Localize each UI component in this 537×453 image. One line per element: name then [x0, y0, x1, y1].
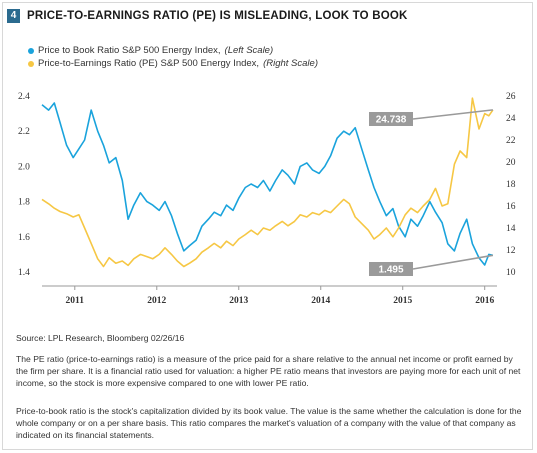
right-tick-label: 14	[506, 224, 516, 234]
chart-legend: Price to Book Ratio S&P 500 Energy Index…	[28, 44, 318, 70]
left-tick-label: 2.4	[18, 92, 30, 102]
x-tick-label: 2011	[66, 296, 85, 306]
annotation-label: 1.495	[378, 265, 403, 276]
x-tick-label: 2012	[147, 296, 166, 306]
x-tick-label: 2015	[393, 296, 412, 306]
right-tick-label: 12	[506, 246, 516, 256]
figure-frame	[2, 2, 533, 450]
legend-label-pe: Price-to-Earnings Ratio (PE) S&P 500 Ene…	[38, 58, 260, 69]
annotation-box	[369, 262, 413, 276]
legend-swatch-pe	[28, 60, 34, 67]
right-tick-label: 26	[506, 92, 516, 102]
legend-scale-pb: (Left Scale)	[224, 45, 274, 56]
legend-scale-pe: (Right Scale)	[263, 58, 318, 69]
left-tick-label: 2.0	[18, 162, 30, 172]
left-tick-label: 1.4	[18, 268, 30, 278]
annotation-box	[369, 112, 413, 126]
paragraph-pe-definition: The PE ratio (price-to-earnings ratio) i…	[16, 354, 521, 388]
x-tick-label: 2016	[475, 296, 494, 306]
chart-source: Source: LPL Research, Bloomberg 02/26/16	[16, 333, 185, 343]
series-line-price-to-book	[41, 102, 494, 266]
right-tick-label: 20	[506, 158, 516, 168]
figure-number: 4	[7, 9, 20, 23]
x-tick-label: 2013	[229, 296, 248, 306]
legend-item-pe: Price-to-Earnings Ratio (PE) S&P 500 Ene…	[28, 57, 318, 70]
right-tick-label: 24	[506, 114, 516, 124]
paragraph-pb-definition: Price-to-book ratio is the stock's capit…	[16, 406, 522, 440]
left-tick-label: 1.8	[18, 198, 30, 208]
annotation-leader	[412, 109, 493, 120]
line-chart: 2.4 2.2 2.0 1.8 1.6 1.4 26 24 22 20 18 16 14 12 10 2011…	[18, 92, 516, 306]
left-tick-label: 2.2	[18, 127, 30, 137]
right-tick-label: 10	[506, 268, 516, 278]
figure-title: PRICE-TO-EARNINGS RATIO (PE) IS MISLEADI…	[27, 10, 408, 22]
legend-label-pb: Price to Book Ratio S&P 500 Energy Index…	[38, 45, 221, 56]
legend-item-pb: Price to Book Ratio S&P 500 Energy Index…	[28, 44, 318, 57]
legend-swatch-pb	[28, 47, 34, 54]
x-tick-label: 2014	[311, 296, 330, 306]
right-tick-label: 22	[506, 136, 516, 146]
right-tick-label: 16	[506, 202, 516, 212]
annotation-leader	[412, 254, 494, 270]
left-tick-label: 1.6	[18, 233, 30, 243]
series-line-pe	[41, 97, 494, 268]
right-tick-label: 18	[506, 180, 516, 190]
annotation-label: 24.738	[376, 115, 407, 126]
